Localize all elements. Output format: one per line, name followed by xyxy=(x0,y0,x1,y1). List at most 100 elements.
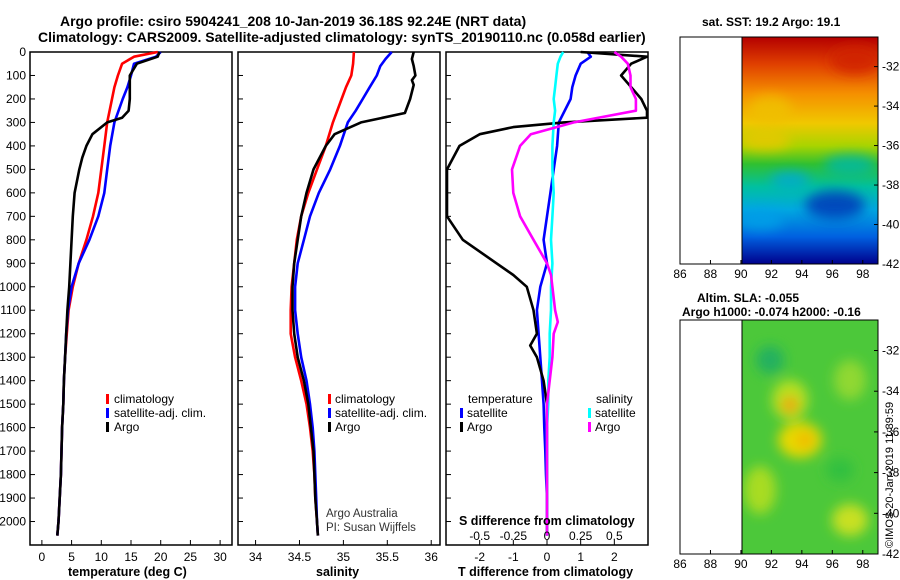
map-lon-label: 86 xyxy=(673,557,687,571)
legend-climatology: climatology xyxy=(335,392,395,406)
legend-swatch-climatology xyxy=(328,394,331,404)
x-tick-label: 5 xyxy=(68,550,75,564)
map-lat-label: -42 xyxy=(882,257,900,271)
map-lon-label: 86 xyxy=(673,267,687,281)
map-lon-label: 92 xyxy=(765,557,779,571)
map-lat-label: -34 xyxy=(882,384,900,398)
x-top-tick-label: 0.25 xyxy=(569,529,593,543)
x-tick-label: -2 xyxy=(474,550,485,564)
header-line2: Climatology: CARS2009. Satellite-adjuste… xyxy=(38,29,646,45)
x-top-tick-label: 0.5 xyxy=(606,529,623,543)
map-lon-label: 94 xyxy=(795,267,809,281)
series-line-climatology xyxy=(56,50,158,536)
map-lat-label: -34 xyxy=(882,99,900,113)
depth-tick-label: 200 xyxy=(6,92,26,106)
sla-map xyxy=(679,319,879,555)
salinity-panel xyxy=(237,51,441,546)
legend-swatch-argo xyxy=(328,422,331,432)
sla-map-title: Altim. SLA: -0.055 xyxy=(697,291,799,305)
temperature-axis-label: temperature (deg C) xyxy=(68,565,187,579)
map-lat-label: -36 xyxy=(882,425,900,439)
x-tick-label: 35 xyxy=(337,550,351,564)
series-line-climatology xyxy=(289,51,356,536)
legend-swatch-climatology xyxy=(106,394,109,404)
map-lat-label: -38 xyxy=(882,178,900,192)
legend-temperature-title: temperature xyxy=(468,392,533,406)
map-lon-label: 88 xyxy=(704,557,718,571)
x-tick-label: -1 xyxy=(508,550,519,564)
x-tick-label: 36 xyxy=(425,550,439,564)
map-lat-label: -32 xyxy=(882,344,900,358)
depth-tick-label: 2000 xyxy=(0,515,26,529)
map-lat-label: -40 xyxy=(882,506,900,520)
x-tick-label: 1 xyxy=(577,550,584,564)
x-tick-label: 2 xyxy=(611,550,618,564)
sst-map-ticks: 86 88 90 92 94 96 98 -32 -34 -36 -38 -40 -42 xyxy=(673,60,899,281)
credit-line2: PI: Susan Wijffels xyxy=(326,522,416,534)
temperature-legend: climatology satellite-adj. clim. Argo xyxy=(106,392,206,434)
x-tick-label: 34.5 xyxy=(288,550,312,564)
depth-tick-label: 500 xyxy=(6,162,26,176)
map-lat-label: -38 xyxy=(882,466,900,480)
map-lon-label: 98 xyxy=(856,267,870,281)
x-tick-labels: 0 5 10 15 20 25 30 34 34.5 35 35.5 36 -2 -1 0 1 2 -0.5 -0.… xyxy=(39,529,623,564)
timestamp-stamp: ©IMOS 20-Jan-2019 11:39:59 xyxy=(884,402,896,548)
legend-salinity-title: salinity xyxy=(596,392,633,406)
map-lon-label: 90 xyxy=(734,557,748,571)
map-lon-label: 90 xyxy=(734,267,748,281)
legend-swatch-satellite xyxy=(328,408,331,418)
x-tick-label: 15 xyxy=(124,550,138,564)
legend-t-argo: Argo xyxy=(467,420,493,434)
depth-tick-label: 1100 xyxy=(0,303,26,317)
map-lat-label: -40 xyxy=(882,218,900,232)
temperature-series xyxy=(56,50,162,536)
depth-tick-label: 1200 xyxy=(0,327,26,341)
depth-tick-label: 1400 xyxy=(0,374,26,388)
legend-s-satellite: satellite xyxy=(595,406,636,420)
sla-map-subtitle: Argo h1000: -0.074 h2000: -0.16 xyxy=(682,305,861,319)
depth-tick-label: 1900 xyxy=(0,491,26,505)
depth-tick-label: 700 xyxy=(6,209,26,223)
x-tick-label: 10 xyxy=(95,550,109,564)
x-top-tick-label: 0 xyxy=(544,529,551,543)
credit-line1: Argo Australia xyxy=(326,508,398,520)
depth-tick-label: 100 xyxy=(6,68,26,82)
header-line1: Argo profile: csiro 5904241_208 10-Jan-2… xyxy=(60,13,526,29)
series-line-argo xyxy=(291,51,417,536)
series-line-satellite-adj-clim- xyxy=(293,51,393,536)
sst-map xyxy=(679,36,879,265)
x-tick-label: 0 xyxy=(39,550,46,564)
map-lat-label: -42 xyxy=(882,547,900,561)
map-lat-label: -32 xyxy=(882,60,900,74)
map-lon-label: 92 xyxy=(765,267,779,281)
map-lon-label: 96 xyxy=(826,267,840,281)
x-tick-label: 34 xyxy=(249,550,263,564)
salinity-legend: climatology satellite-adj. clim. Argo Ar… xyxy=(326,392,427,534)
salinity-axis-label: salinity xyxy=(316,565,359,579)
legend-argo: Argo xyxy=(335,420,361,434)
x-tick-label: 30 xyxy=(213,550,227,564)
series-line-argo xyxy=(56,51,161,536)
sst-map-title: sat. SST: 19.2 Argo: 19.1 xyxy=(702,15,841,29)
legend-swatch-argo xyxy=(106,422,109,432)
depth-tick-label: 1700 xyxy=(0,444,26,458)
legend-swatch-t-argo xyxy=(460,422,463,432)
legend-argo: Argo xyxy=(114,420,140,434)
x-top-tick-label: -0.25 xyxy=(500,529,528,543)
x-tick-label: 20 xyxy=(154,550,168,564)
depth-tick-label: 1800 xyxy=(0,468,26,482)
map-lon-label: 96 xyxy=(826,557,840,571)
t-difference-axis-label: T difference from climatology xyxy=(458,565,633,579)
depth-tick-label: 300 xyxy=(6,115,26,129)
depth-tick-label: 400 xyxy=(6,139,26,153)
depth-tick-label: 900 xyxy=(6,256,26,270)
x-tick-label: 0 xyxy=(544,550,551,564)
x-tick-label: 35.5 xyxy=(376,550,400,564)
map-lon-label: 94 xyxy=(795,557,809,571)
difference-series xyxy=(445,50,649,536)
legend-climatology: climatology xyxy=(114,392,174,406)
depth-axis: 0 100 200 300 400 500 600 700 800 900 1000 1100 1200… xyxy=(0,45,451,529)
x-tick-label: 25 xyxy=(184,550,198,564)
s-difference-axis-label: S difference from climatology xyxy=(459,514,635,528)
map-lon-label: 88 xyxy=(704,267,718,281)
